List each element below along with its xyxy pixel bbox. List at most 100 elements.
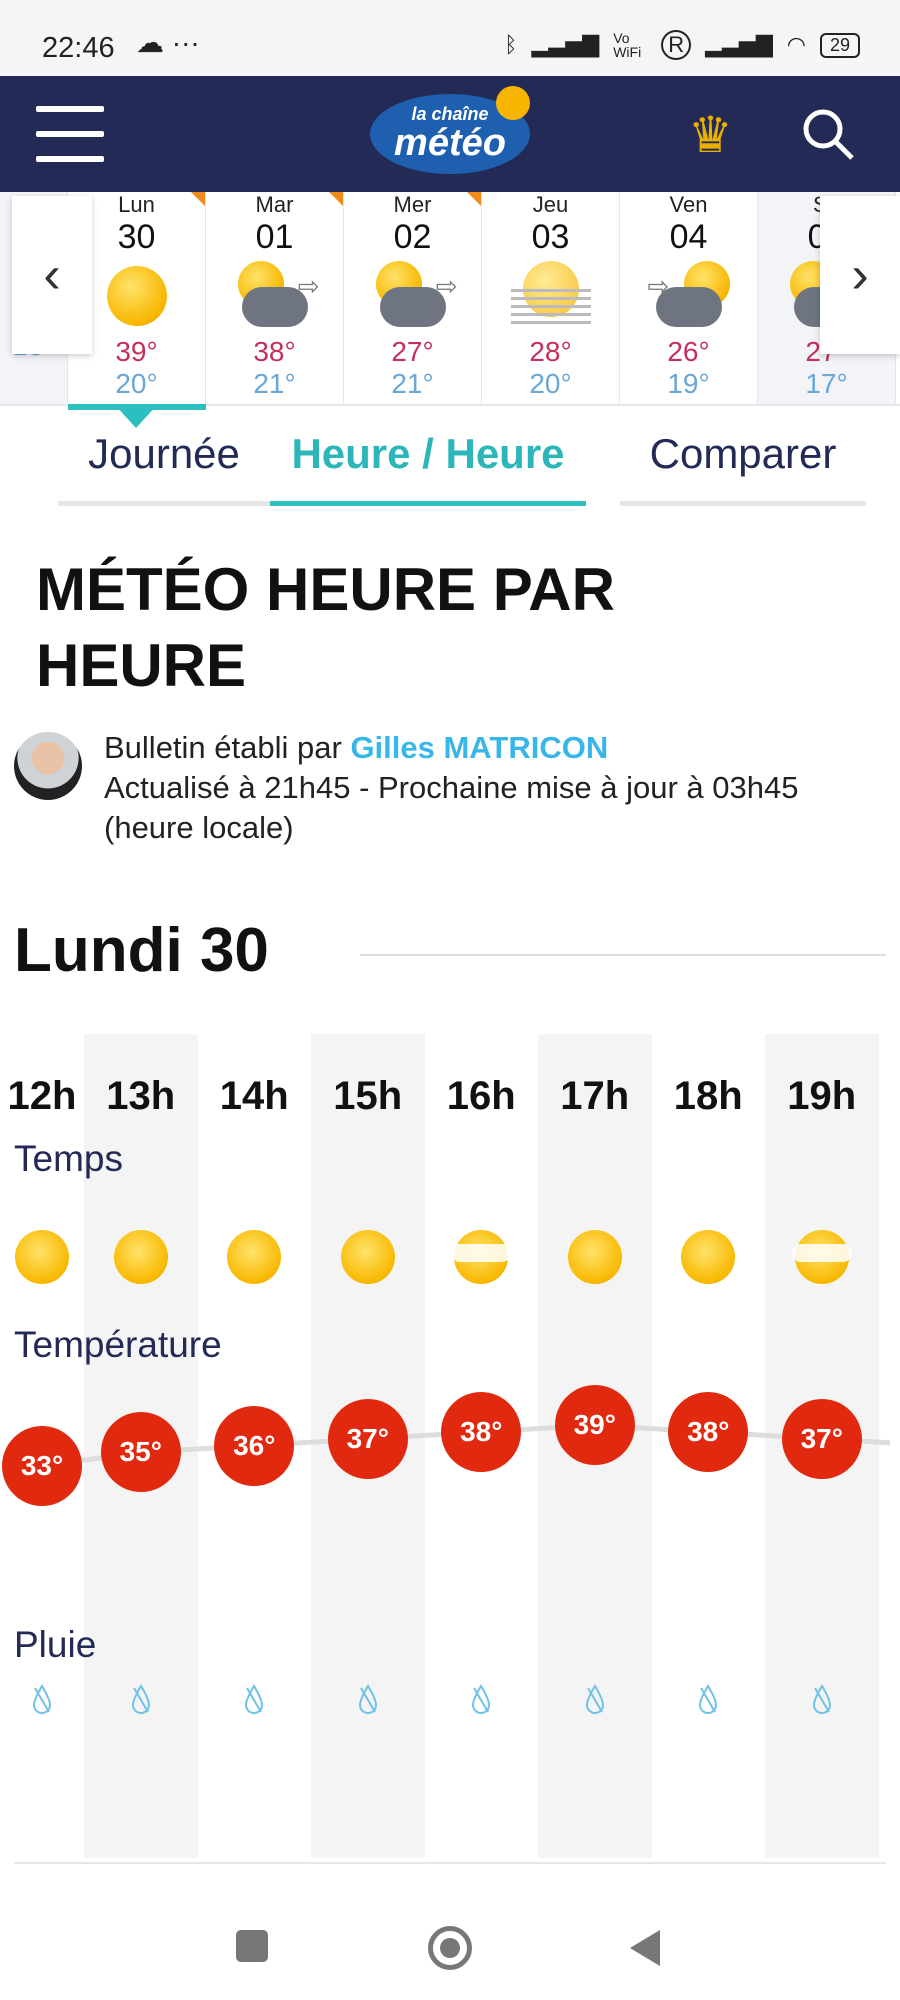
day-date: 04 bbox=[669, 218, 708, 256]
home-button[interactable] bbox=[428, 1926, 472, 1970]
no-rain-icon bbox=[358, 1684, 378, 1721]
weather-icon-sun bbox=[340, 1230, 395, 1284]
day-date: 03 bbox=[531, 218, 570, 256]
hour-label: 12h bbox=[7, 1074, 77, 1118]
hour-label: 19h bbox=[787, 1074, 857, 1118]
weather-icon-sun bbox=[113, 1230, 168, 1284]
tab-journee[interactable]: Journée bbox=[58, 430, 270, 506]
signal-icon: ▂▃▅▇ bbox=[531, 32, 600, 57]
hourly-grid: 12h 33° 13h 35° 14h 36° 15h 37° 16h 38° 17h 39° 18h 3… bbox=[0, 1034, 900, 1858]
day-name: Ven bbox=[669, 192, 708, 217]
clock: 22:46 bbox=[42, 32, 115, 64]
temperature-bubble: 38° bbox=[668, 1392, 749, 1472]
weather-icon-sun bbox=[681, 1230, 736, 1284]
temp-min: 20° bbox=[529, 368, 572, 399]
no-rain-icon bbox=[244, 1684, 264, 1721]
temp-min: 20° bbox=[115, 368, 158, 399]
menu-icon[interactable] bbox=[36, 106, 104, 162]
day-card[interactable]: Jeu 03 28° 20° bbox=[482, 192, 620, 404]
temp-max: 27° bbox=[391, 336, 434, 367]
hour-label: 18h bbox=[673, 1074, 743, 1118]
bulletin-info: Bulletin établi par Gilles MATRICON Actua… bbox=[14, 728, 884, 848]
signal-icon: ▂▃▅▇ bbox=[705, 32, 773, 57]
divider bbox=[14, 1862, 886, 1864]
row-label-rain: Pluie bbox=[14, 1624, 97, 1665]
battery-icon: 29 bbox=[819, 32, 860, 58]
hour-label: 13h bbox=[106, 1074, 176, 1118]
day-name: Mer bbox=[393, 192, 432, 217]
weather-icon-sun bbox=[567, 1230, 622, 1284]
row-label-weather: Temps bbox=[14, 1138, 123, 1179]
back-button[interactable] bbox=[630, 1930, 660, 1966]
day-date: 01 bbox=[255, 218, 294, 256]
weather-icon-sun-storm-wind: ⇨ bbox=[344, 256, 481, 336]
cloud-icon: ☁ ··· bbox=[136, 27, 200, 58]
day-card[interactable]: Mer 02 ⇨ 27° 21° bbox=[344, 192, 482, 404]
temperature-bubble: 35° bbox=[100, 1412, 181, 1493]
temp-min: 21° bbox=[391, 368, 434, 399]
weather-icon-sun-veiled bbox=[451, 1230, 512, 1284]
hour-label: 15h bbox=[333, 1074, 403, 1118]
tab-heure-heure[interactable]: Heure / Heure bbox=[270, 430, 586, 506]
bluetooth-icon: ᛒ bbox=[504, 32, 518, 57]
wifi-icon: ◠ bbox=[786, 32, 806, 57]
day-card[interactable]: Ven 04 ⇨ 26° 19° bbox=[620, 192, 758, 404]
weather-icon-sun bbox=[227, 1230, 282, 1284]
day-date: 02 bbox=[393, 218, 432, 256]
temperature-bubble: 33° bbox=[2, 1426, 82, 1506]
avatar bbox=[14, 732, 82, 800]
day-name: Mar bbox=[255, 192, 294, 217]
temperature-bubble: 37° bbox=[781, 1398, 862, 1479]
weather-icon-sun-veiled bbox=[791, 1230, 852, 1284]
temp-max: 26° bbox=[667, 336, 710, 367]
update-text: Actualisé à 21h45 - Prochaine mise à jou… bbox=[104, 770, 799, 845]
tab-comparer[interactable]: Comparer bbox=[620, 430, 866, 506]
day-name: Lun bbox=[118, 192, 155, 217]
day-name: Jeu bbox=[532, 192, 569, 217]
temp-min: 21° bbox=[253, 368, 296, 399]
no-rain-icon bbox=[32, 1684, 52, 1721]
roaming-icon: R bbox=[661, 30, 692, 60]
bulletin-prefix: Bulletin établi par bbox=[104, 730, 351, 765]
page-title: MÉTÉO HEURE PAR HEURE bbox=[36, 556, 615, 699]
temp-max: 39° bbox=[115, 336, 158, 367]
selected-day-pointer bbox=[114, 404, 158, 428]
crown-icon[interactable]: ♛ bbox=[688, 107, 733, 163]
status-bar: 22:46 ☁ ··· ᛒ ▂▃▅▇ Vo WiFi R ▂▃▅▇ ◠ 29 bbox=[0, 0, 900, 76]
day-date: 30 bbox=[117, 218, 156, 256]
temp-max: 28° bbox=[529, 336, 572, 367]
hour-label: 17h bbox=[560, 1074, 630, 1118]
row-label-temperature: Température bbox=[14, 1324, 222, 1365]
weather-icon-sun bbox=[15, 1230, 69, 1284]
day-strip: 35°18° Lun3039°20°Mar01⇨38°21°Mer02⇨27°2… bbox=[0, 192, 900, 410]
temp-min: 17° bbox=[805, 368, 848, 399]
no-rain-icon bbox=[585, 1684, 605, 1721]
author-link[interactable]: Gilles MATRICON bbox=[350, 730, 609, 765]
no-rain-icon bbox=[471, 1684, 491, 1721]
weather-icon-sun-storm-wind: ⇨ bbox=[206, 256, 343, 336]
day-title: Lundi 30 bbox=[14, 916, 269, 985]
divider bbox=[360, 954, 886, 956]
hour-label: 14h bbox=[219, 1074, 289, 1118]
temp-max: 38° bbox=[253, 336, 296, 367]
temperature-bubble: 39° bbox=[554, 1385, 635, 1466]
no-rain-icon bbox=[131, 1684, 151, 1721]
search-icon[interactable] bbox=[800, 106, 856, 162]
temp-min: 19° bbox=[667, 368, 710, 399]
recents-button[interactable] bbox=[236, 1930, 268, 1962]
alert-marker bbox=[467, 192, 481, 206]
next-day-button[interactable]: › bbox=[820, 196, 900, 354]
android-nav-bar bbox=[0, 1900, 900, 2000]
app-header: la chaîne météo ♛ bbox=[0, 76, 900, 192]
no-rain-icon bbox=[812, 1684, 832, 1721]
temperature-bubble: 38° bbox=[441, 1392, 522, 1472]
vowifi-icon: Vo WiFi bbox=[613, 30, 642, 60]
status-icons: ᛒ ▂▃▅▇ Vo WiFi R ▂▃▅▇ ◠ 29 bbox=[504, 30, 860, 60]
alert-marker bbox=[191, 192, 205, 206]
logo[interactable]: la chaîne météo bbox=[370, 86, 530, 174]
temperature-bubble: 36° bbox=[214, 1405, 295, 1486]
day-card[interactable]: Mar 01 ⇨ 38° 21° bbox=[206, 192, 344, 404]
temperature-bubble: 37° bbox=[327, 1398, 408, 1479]
prev-day-button[interactable]: ‹ bbox=[12, 196, 92, 354]
alert-marker bbox=[329, 192, 343, 206]
